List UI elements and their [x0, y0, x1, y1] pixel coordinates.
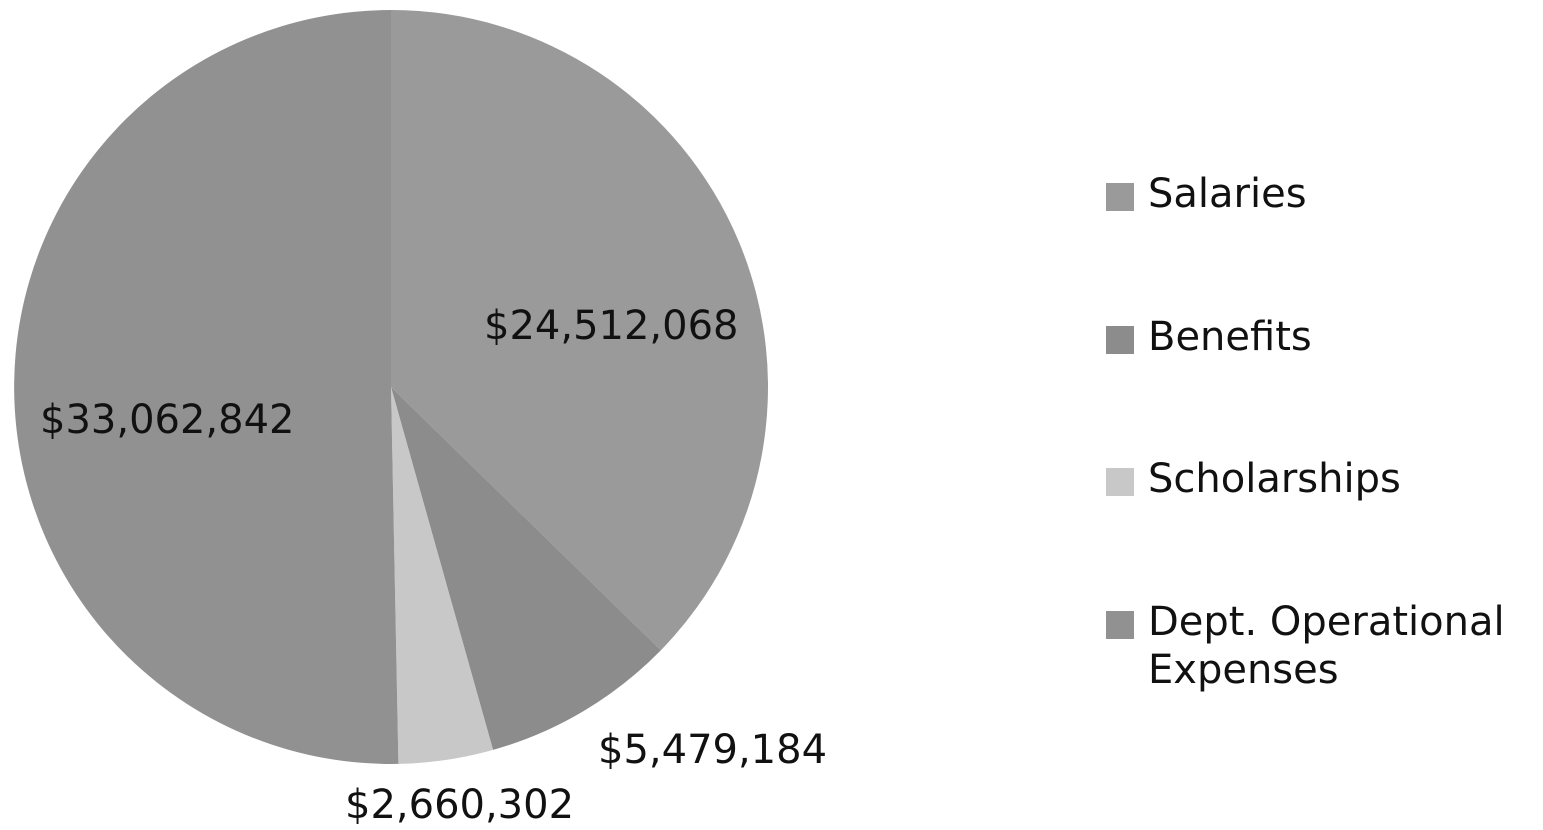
data-label-dept-operational-expenses: $33,062,842 [40, 397, 295, 443]
legend-label-salaries: Salaries [1148, 171, 1307, 217]
legend-label-benefits: Benefits [1148, 314, 1312, 360]
legend-swatch-benefits [1106, 326, 1134, 354]
legend-item-dept-operational-expenses: Dept. Operational Expenses [1106, 598, 1536, 694]
legend-swatch-salaries [1106, 183, 1134, 211]
legend-item-salaries: Salaries [1106, 170, 1536, 218]
pie-slice-dept-operational-expenses [14, 10, 399, 764]
pie-slice-salaries [391, 10, 768, 651]
legend-label-scholarships: Scholarships [1148, 456, 1401, 502]
legend-item-scholarships: Scholarships [1106, 455, 1536, 503]
data-label-scholarships: $2,660,302 [345, 782, 575, 828]
legend-label-dept-operational-expenses: Dept. Operational Expenses [1148, 599, 1505, 693]
data-label-benefits: $5,479,184 [598, 727, 828, 773]
pie-slice-benefits [391, 387, 661, 750]
legend-swatch-dept-operational-expenses [1106, 611, 1134, 639]
data-label-salaries: $24,512,068 [484, 303, 739, 349]
legend-item-benefits: Benefits [1106, 313, 1536, 361]
pie-slice-scholarships [391, 387, 494, 764]
legend-swatch-scholarships [1106, 468, 1134, 496]
